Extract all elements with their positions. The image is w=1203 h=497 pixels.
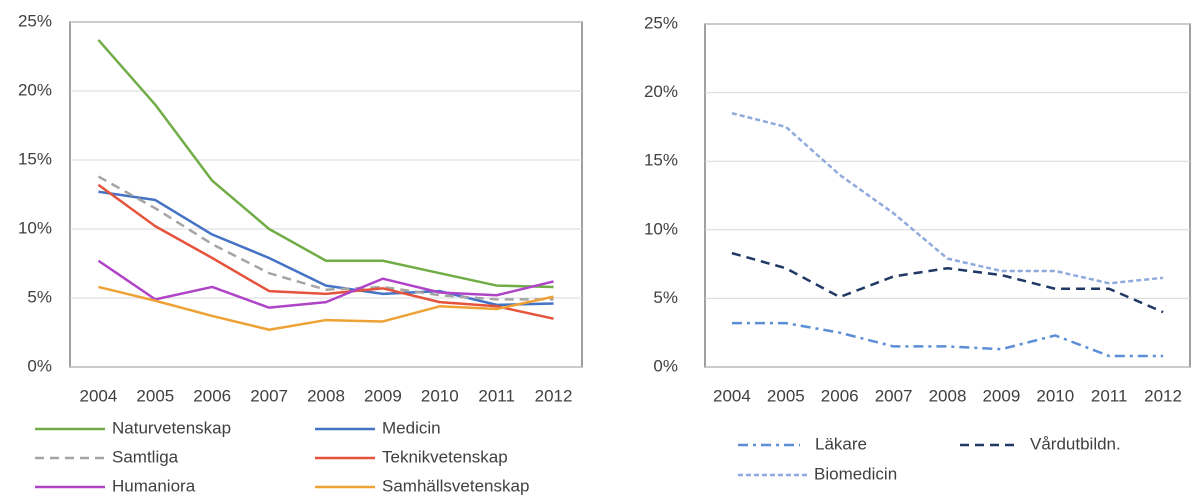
series-line bbox=[731, 321, 1164, 358]
series-line bbox=[97, 39, 554, 289]
x-tick-label: 2010 bbox=[1036, 386, 1074, 405]
y-tick-label: 5% bbox=[27, 287, 52, 306]
legend-label: Läkare bbox=[815, 434, 867, 453]
series-line bbox=[97, 183, 554, 320]
x-tick-label: 2008 bbox=[307, 386, 345, 405]
y-tick-label: 25% bbox=[644, 13, 678, 32]
x-tick-label: 2011 bbox=[478, 386, 515, 405]
y-tick-label: 20% bbox=[644, 82, 678, 101]
x-tick-label: 2004 bbox=[80, 386, 118, 405]
y-tick-label: 5% bbox=[653, 288, 678, 307]
x-tick-label: 2009 bbox=[982, 386, 1020, 405]
x-tick-label: 2005 bbox=[767, 386, 805, 405]
legend-label: Vårdutbildn. bbox=[1030, 434, 1121, 453]
legend-label: Humaniora bbox=[112, 476, 196, 495]
x-tick-label: 2009 bbox=[364, 386, 402, 405]
x-tick-label: 2004 bbox=[713, 386, 751, 405]
y-tick-label: 0% bbox=[27, 356, 52, 375]
legend-label: Samhällsvetenskap bbox=[382, 476, 529, 495]
legend-label: Biomedicin bbox=[814, 464, 897, 483]
legend-label: Samtliga bbox=[112, 447, 179, 466]
x-tick-label: 2006 bbox=[193, 386, 231, 405]
plot-area bbox=[69, 21, 583, 368]
legend-label: Naturvetenskap bbox=[112, 418, 231, 437]
y-tick-label: 10% bbox=[18, 218, 52, 237]
x-tick-label: 2007 bbox=[875, 386, 913, 405]
series-line bbox=[98, 285, 554, 331]
y-tick-label: 25% bbox=[18, 11, 52, 30]
series-line bbox=[97, 259, 554, 309]
x-tick-label: 2008 bbox=[929, 386, 967, 405]
x-tick-label: 2005 bbox=[136, 386, 174, 405]
series-line bbox=[731, 251, 1164, 314]
x-tick-label: 2012 bbox=[1144, 386, 1182, 405]
legend-label: Medicin bbox=[382, 418, 441, 437]
series-line bbox=[98, 190, 554, 307]
x-tick-label: 2006 bbox=[821, 386, 859, 405]
x-tick-label: 2012 bbox=[535, 386, 573, 405]
y-tick-label: 15% bbox=[18, 149, 52, 168]
plot-area bbox=[704, 23, 1191, 368]
y-tick-label: 10% bbox=[644, 219, 678, 238]
x-tick-label: 2010 bbox=[421, 386, 459, 405]
series-line bbox=[731, 111, 1164, 285]
series-line bbox=[97, 175, 554, 301]
y-tick-label: 15% bbox=[644, 151, 678, 170]
x-tick-label: 2011 bbox=[1091, 386, 1128, 405]
y-tick-label: 0% bbox=[653, 356, 678, 375]
legend-label: Teknikvetenskap bbox=[382, 447, 508, 466]
y-tick-label: 20% bbox=[18, 80, 52, 99]
x-tick-label: 2007 bbox=[250, 386, 288, 405]
